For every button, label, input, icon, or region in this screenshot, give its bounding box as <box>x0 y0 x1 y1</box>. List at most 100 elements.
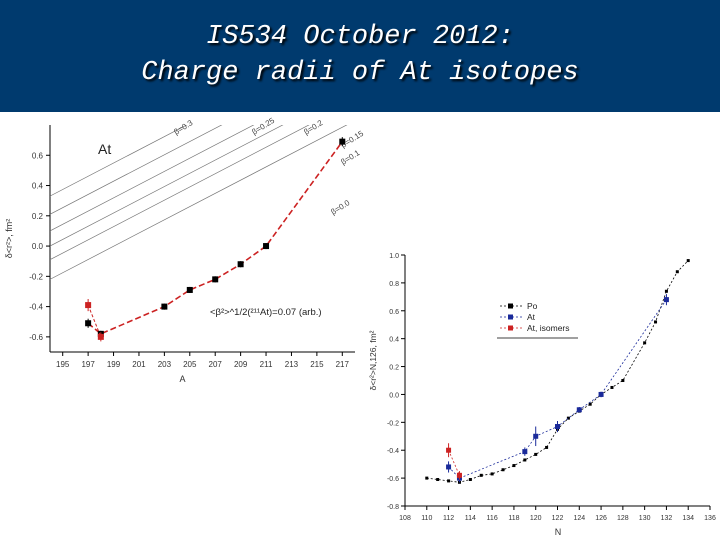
data-point <box>598 391 604 397</box>
chart-annotation: <β²>^1/2(²¹¹At)=0.07 (arb.) <box>210 307 322 318</box>
data-point <box>533 433 539 439</box>
y-axis-label: δ<r²>N,126, fm² <box>368 330 378 390</box>
data-point <box>566 416 570 420</box>
legend-label: At, isomers <box>527 323 570 333</box>
data-point <box>456 472 462 478</box>
data-point <box>512 464 516 468</box>
data-point <box>522 449 528 455</box>
data-point <box>523 458 527 462</box>
x-tick-label: 114 <box>465 515 476 522</box>
y-tick-label: 0.8 <box>389 281 399 288</box>
y-axis-label: δ<r²>, fm² <box>4 219 14 259</box>
x-tick-label: 108 <box>399 515 411 522</box>
y-tick-label: -0.2 <box>387 420 399 427</box>
x-tick-label: 132 <box>661 515 673 522</box>
beta-line <box>50 125 284 247</box>
data-point <box>212 276 219 283</box>
x-tick-label: 134 <box>682 515 694 522</box>
y-tick-label: -0.2 <box>29 272 43 281</box>
x-tick-label: 136 <box>704 515 716 522</box>
beta-line <box>50 125 188 197</box>
legend-marker <box>508 303 513 309</box>
beta-line <box>50 125 310 260</box>
x-tick-label: 199 <box>107 360 121 369</box>
x-tick-label: 122 <box>552 515 564 522</box>
data-point <box>85 302 92 309</box>
y-tick-label: -0.6 <box>387 476 399 483</box>
data-point <box>610 385 614 389</box>
data-point <box>664 289 668 293</box>
chart-at-mass-number: 195 197 199 201 203 205 207 209 211 213 215 217 -0.6… <box>4 116 366 384</box>
data-point <box>468 478 472 482</box>
data-point <box>501 468 505 472</box>
series-line <box>426 260 689 483</box>
data-point <box>588 402 592 406</box>
beta-line <box>50 125 223 215</box>
data-point <box>161 303 168 310</box>
series-fit-line <box>87 141 343 335</box>
x-tick-label: 120 <box>530 515 542 522</box>
data-point <box>479 473 483 477</box>
legend-label: At <box>527 312 536 322</box>
y-tick-label: 0.6 <box>389 309 399 316</box>
data-point <box>425 476 429 480</box>
series-line <box>448 299 667 479</box>
data-point <box>643 341 647 345</box>
slide-header: IS534 October 2012: Charge radii of At i… <box>0 0 720 112</box>
data-point <box>675 270 679 274</box>
series-line <box>87 304 102 338</box>
data-point <box>555 424 560 430</box>
x-tick-label: 110 <box>421 515 432 522</box>
data-point <box>85 320 92 327</box>
legend-label: Po <box>527 301 538 311</box>
data-point <box>186 286 193 293</box>
x-tick-label: 126 <box>595 515 607 522</box>
x-tick-label: 205 <box>183 360 197 369</box>
beta-line-label: β=0.2 <box>302 118 325 137</box>
x-tick-label: 211 <box>260 360 273 369</box>
y-tick-label: 0.4 <box>389 337 399 344</box>
legend-marker <box>508 325 513 331</box>
x-tick-label: 116 <box>487 515 498 522</box>
beta-line-label: β=0.0 <box>329 198 352 217</box>
data-point <box>490 472 494 476</box>
x-tick-label: 203 <box>158 360 172 369</box>
slide-title-line-2: Charge radii of At isotopes <box>141 58 579 88</box>
y-tick-label: -0.4 <box>387 448 399 455</box>
data-point <box>545 445 549 449</box>
x-tick-label: 197 <box>81 360 95 369</box>
x-tick-label: 213 <box>285 360 299 369</box>
data-point <box>663 297 669 303</box>
data-point <box>237 261 244 268</box>
x-tick-label: 130 <box>639 515 651 522</box>
slide-title-line-1: IS534 October 2012: <box>206 22 514 52</box>
x-tick-label: 195 <box>56 360 70 369</box>
y-tick-label: 0.2 <box>389 365 399 372</box>
data-point <box>654 320 658 324</box>
data-point <box>576 407 582 413</box>
data-point <box>621 379 625 382</box>
x-tick-label: 201 <box>132 360 146 369</box>
data-point <box>436 478 440 482</box>
x-axis-label: A <box>179 374 185 384</box>
data-point <box>534 452 538 456</box>
x-tick-label: 118 <box>508 515 519 522</box>
y-tick-label: 0.4 <box>32 182 44 191</box>
series-line <box>448 450 460 476</box>
x-tick-label: 128 <box>617 515 629 522</box>
legend-marker <box>508 314 513 320</box>
chart-neutron-number: 108 110 112 114 116 118 120 122 124 126 128 130 132 1… <box>368 253 716 537</box>
beta-line-label: β=0.25 <box>250 116 276 137</box>
y-tick-label: -0.6 <box>29 333 43 342</box>
y-tick-label: 0.6 <box>32 151 44 160</box>
y-tick-label: 1.0 <box>389 253 399 260</box>
x-tick-label: 207 <box>209 360 223 369</box>
x-tick-label: 209 <box>234 360 248 369</box>
beta-line-label: β=0.1 <box>339 148 362 167</box>
y-tick-label: 0.2 <box>32 212 44 221</box>
data-point <box>446 447 452 453</box>
beta-line-label: β=0.3 <box>172 118 195 137</box>
chart-title: At <box>98 141 111 157</box>
data-point <box>97 333 104 340</box>
